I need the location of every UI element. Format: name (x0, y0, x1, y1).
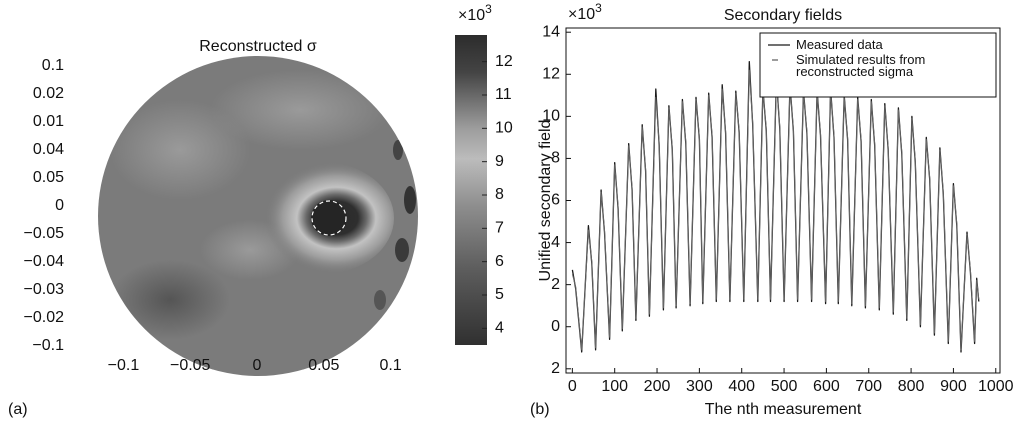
colorbar-tick-label: 10 (495, 120, 513, 137)
y-tick-label: 8 (551, 150, 560, 167)
y-tick-label: 12 (542, 65, 560, 82)
reconstruction-image (98, 56, 418, 376)
y-tick-label: 0.04 (33, 141, 64, 158)
x-tick-label: 600 (813, 378, 840, 395)
colorbar-tick-label: 12 (495, 53, 513, 70)
x-axis-label: The nth measurement (705, 401, 862, 418)
x-tick-label: −0.05 (170, 357, 211, 374)
x-tick-label: 0 (568, 378, 577, 395)
y-tick-label: 0 (551, 318, 560, 335)
multiplier-exponent: 3 (485, 2, 492, 16)
y-tick-label: 2 (551, 276, 560, 293)
axis-multiplier: ×103 (458, 2, 492, 24)
y-tick-label: 0.05 (33, 169, 64, 186)
x-tick-label: 300 (686, 378, 713, 395)
axis-multiplier: ×103 (568, 1, 602, 23)
legend-label: Simulated results from reconstructed sig… (796, 52, 926, 79)
colorbar-tick-label: 7 (495, 220, 504, 237)
y-tick-label: 0.02 (33, 85, 64, 102)
chart-title: Reconstructed σ (199, 38, 317, 55)
data-line (571, 69, 980, 351)
legend-label: Measured data (796, 37, 883, 52)
x-tick-label: −0.1 (108, 357, 140, 374)
x-tick-label: 800 (898, 378, 925, 395)
y-tick-label: −0.02 (24, 309, 65, 326)
x-tick-label: 0.05 (308, 357, 339, 374)
x-tick-label: 900 (940, 378, 967, 395)
y-tick-label: −0.1 (32, 337, 64, 354)
multiplier-base: ×10 (568, 6, 595, 23)
panel-label: (b) (530, 401, 550, 418)
multiplier-exponent: 3 (595, 1, 602, 15)
y-tick-label: 0.1 (42, 57, 64, 74)
colorbar-tick-label: 4 (495, 320, 504, 337)
y-tick-label: 14 (542, 23, 560, 40)
multiplier-base: ×10 (458, 7, 485, 24)
x-tick-label: 1000 (978, 378, 1014, 395)
y-tick-label: −0.03 (24, 281, 65, 298)
x-tick-label: 100 (601, 378, 628, 395)
y-tick-label: 2 (551, 360, 560, 377)
chart-title: Secondary fields (724, 7, 842, 24)
legend-box (759, 32, 997, 98)
y-axis-label: Unified secondary field (537, 120, 554, 282)
x-tick-label: 0 (253, 357, 262, 374)
y-tick-label: 10 (542, 108, 560, 125)
colorbar-tick-label: 6 (495, 253, 504, 270)
x-tick-label: 700 (855, 378, 882, 395)
y-tick-label: 4 (551, 234, 560, 251)
x-tick-label: 0.1 (379, 357, 401, 374)
y-tick-label: 6 (551, 192, 560, 209)
x-tick-label: 400 (728, 378, 755, 395)
colorbar-tick-label: 5 (495, 286, 504, 303)
y-tick-label: 0 (55, 197, 64, 214)
y-tick-label: −0.04 (24, 253, 65, 270)
x-tick-label: 200 (644, 378, 671, 395)
colorbar-tick-label: 8 (495, 186, 504, 203)
y-tick-label: −0.05 (24, 225, 65, 242)
y-tick-label: 0.01 (33, 113, 64, 130)
target-outline (311, 200, 347, 236)
x-tick-label: 500 (771, 378, 798, 395)
colorbar-tick-label: 9 (495, 153, 504, 170)
colorbar-tick-label: 11 (495, 86, 512, 103)
panel-label: (a) (8, 401, 28, 418)
colorbar (455, 35, 487, 345)
